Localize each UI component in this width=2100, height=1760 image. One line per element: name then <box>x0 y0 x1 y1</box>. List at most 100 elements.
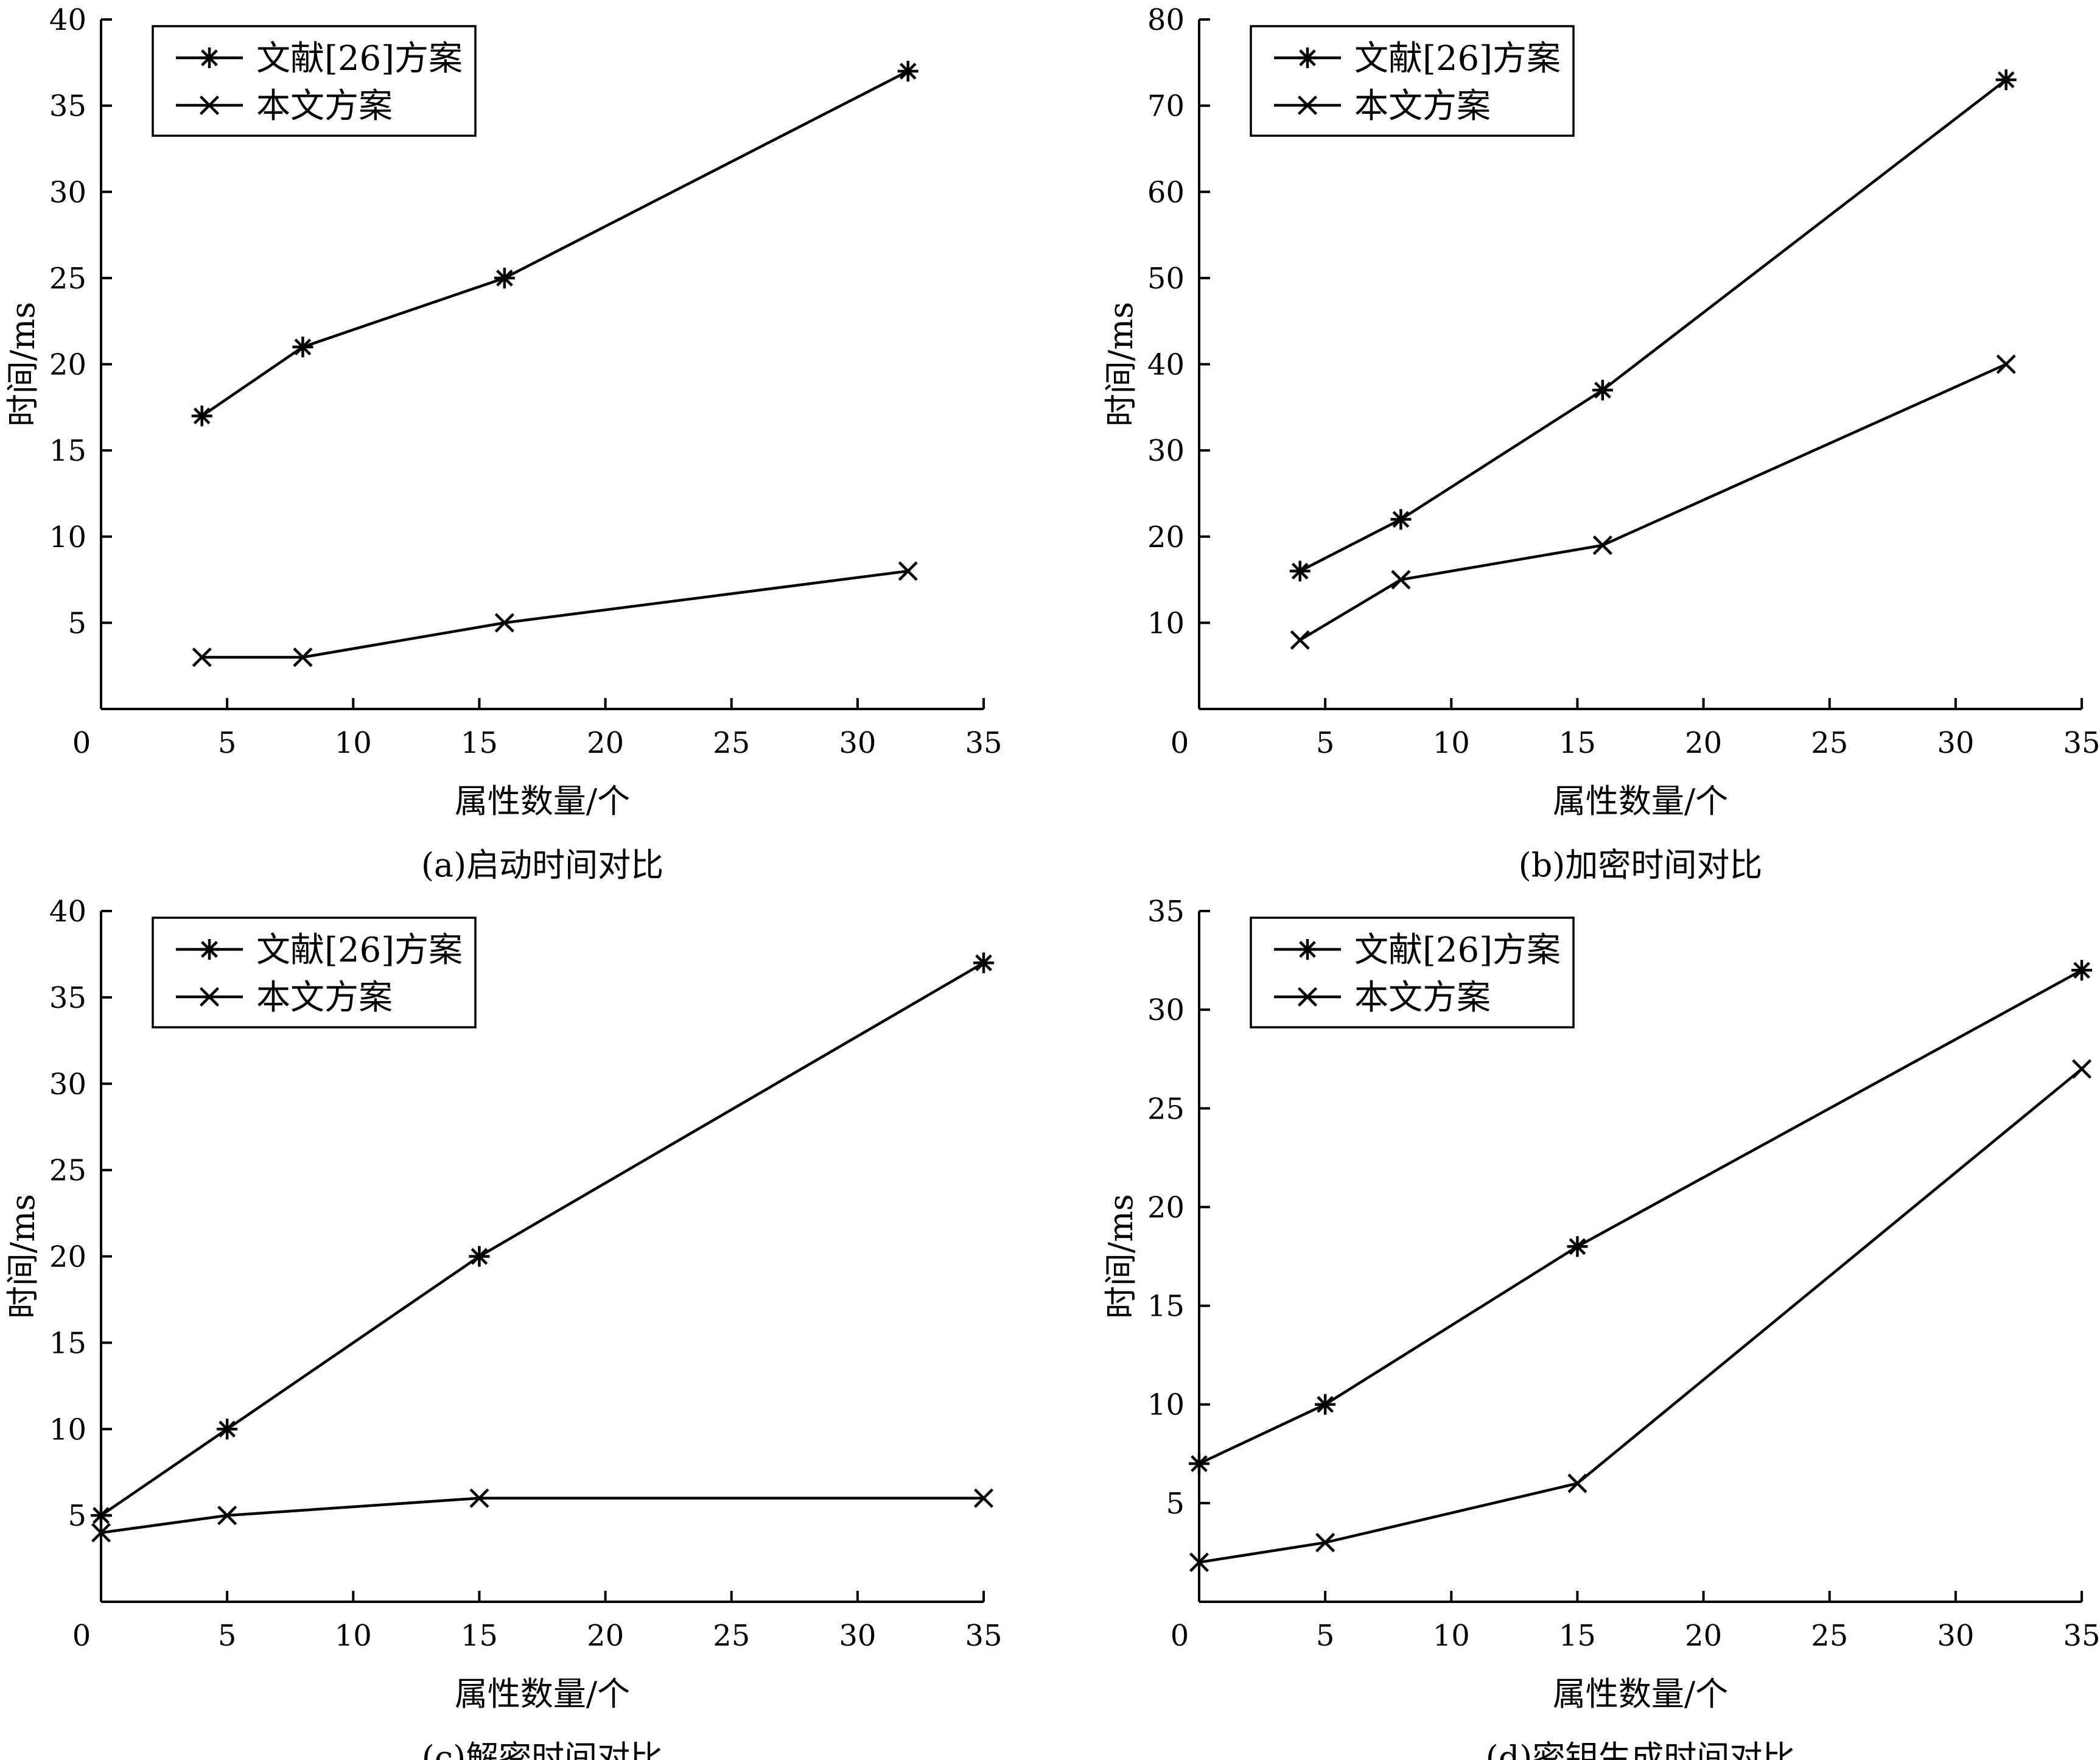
series-line-2 <box>100 1496 984 1534</box>
y-axis-label: 时间/ms <box>4 302 42 427</box>
data-point-2 <box>2071 1059 2092 1079</box>
y-tick-label: 40 <box>49 895 86 929</box>
legend-label-1: 文献[26]方案 <box>1354 39 1561 79</box>
y-tick-label: 35 <box>1147 895 1185 929</box>
y-tick-label: 5 <box>68 606 86 640</box>
y-tick-label: 25 <box>1147 1092 1185 1126</box>
series-line-2 <box>1199 1067 2083 1564</box>
y-tick-label: 5 <box>1166 1487 1185 1521</box>
x-tick-label: 25 <box>713 726 750 760</box>
x-tick-label: 25 <box>713 1619 750 1653</box>
legend-label-2: 本文方案 <box>256 86 393 126</box>
chart-panel-d: 0 5 10 15 20 25 30 35 5 10 15 20 25 30 35 属性数量/个 时间/ms (d… <box>1102 895 2100 1760</box>
y-tick-label: 5 <box>68 1499 86 1533</box>
x-tick-label: 35 <box>2063 1619 2100 1653</box>
x-tick-label: 25 <box>1811 726 1848 760</box>
x-axis-label: 属性数量/个 <box>455 782 630 820</box>
y-tick-label: 15 <box>1147 1290 1185 1324</box>
chart-caption: (d)密钥生成时间对比 <box>1486 1739 1796 1760</box>
data-point-1 <box>1567 1236 1588 1257</box>
data-point-1 <box>469 1246 490 1267</box>
y-tick-label: 60 <box>1147 175 1185 209</box>
x-tick-label: 15 <box>1559 726 1596 760</box>
legend-marker-2 <box>199 95 220 116</box>
legend-marker-2 <box>1297 987 1318 1007</box>
series-line-1 <box>1199 969 2083 1465</box>
legend-marker-1 <box>1297 939 1318 960</box>
x-tick-label: 0 <box>1171 726 1189 760</box>
y-tick-label: 10 <box>49 1413 86 1447</box>
data-point-2 <box>469 1488 489 1508</box>
legend-marker-1 <box>199 939 220 960</box>
legend-label-1: 文献[26]方案 <box>1354 931 1561 970</box>
y-tick-label: 20 <box>1147 520 1185 554</box>
x-tick-label: 35 <box>965 726 1002 760</box>
legend-box <box>1250 25 1575 137</box>
y-tick-label: 10 <box>1147 1388 1185 1422</box>
data-point-1 <box>1315 1394 1336 1415</box>
y-tick-label: 10 <box>1147 606 1185 640</box>
x-tick-label: 20 <box>1685 1619 1722 1653</box>
x-tick-label: 10 <box>335 1619 372 1653</box>
data-point-1 <box>1189 1453 1209 1474</box>
data-point-1 <box>494 267 515 288</box>
x-tick-label: 30 <box>839 1619 876 1653</box>
x-tick-label: 20 <box>1685 726 1722 760</box>
x-tick-label: 0 <box>72 726 91 760</box>
y-tick-label: 10 <box>49 520 86 554</box>
data-point-1 <box>897 60 919 82</box>
x-tick-label: 20 <box>587 726 624 760</box>
data-point-1 <box>973 952 994 974</box>
y-tick-label: 70 <box>1147 89 1185 124</box>
data-point-2 <box>1567 1473 1587 1493</box>
legend-box <box>152 917 477 1028</box>
y-tick-label: 80 <box>1147 3 1185 37</box>
data-point-1 <box>1592 379 1613 400</box>
data-point-1 <box>91 1505 111 1526</box>
y-tick-label: 25 <box>49 1154 86 1188</box>
x-tick-label: 10 <box>1433 1619 1470 1653</box>
y-tick-label: 20 <box>1147 1190 1185 1224</box>
legend-box <box>1250 917 1575 1028</box>
y-tick-label: 15 <box>49 434 86 468</box>
data-point-2 <box>1290 630 1310 650</box>
series-line-2 <box>201 570 909 659</box>
y-tick-label: 30 <box>49 1067 86 1102</box>
y-tick-label: 15 <box>49 1326 86 1360</box>
y-axis-label: 时间/ms <box>4 1194 42 1319</box>
y-tick-label: 20 <box>49 1240 86 1274</box>
x-tick-label: 5 <box>218 1619 237 1653</box>
x-tick-label: 15 <box>461 1619 498 1653</box>
series-line-1 <box>1299 79 2007 573</box>
series-line-2 <box>1299 363 2007 641</box>
chart-panel-b: 0 5 10 15 20 25 30 35 10 20 30 40 50 60 70 80 属性数量/个 时间/m… <box>1102 3 2100 884</box>
legend-label-1: 文献[26]方案 <box>256 931 463 970</box>
data-point-2 <box>898 561 918 581</box>
y-tick-label: 40 <box>49 3 86 37</box>
y-tick-label: 25 <box>49 262 86 296</box>
data-point-2 <box>91 1523 111 1543</box>
x-tick-label: 15 <box>461 726 498 760</box>
data-point-2 <box>1391 570 1411 590</box>
x-tick-label: 15 <box>1559 1619 1596 1653</box>
x-axis-label: 属性数量/个 <box>1553 782 1728 820</box>
data-point-2 <box>494 613 514 633</box>
y-axis-label: 时间/ms <box>1102 1194 1140 1319</box>
series-line-1 <box>201 69 909 417</box>
data-point-2 <box>1315 1532 1335 1552</box>
data-point-2 <box>973 1488 994 1508</box>
data-point-1 <box>1289 560 1311 582</box>
y-tick-label: 40 <box>1147 348 1185 382</box>
y-tick-label: 35 <box>49 89 86 124</box>
y-tick-label: 35 <box>49 981 86 1015</box>
data-point-2 <box>217 1506 237 1526</box>
data-point-1 <box>292 337 313 358</box>
data-point-1 <box>1995 69 2017 91</box>
chart-panel-a: 0 5 10 15 20 25 30 35 5 10 15 20 25 30 35 40 属性数量/个 时间/ms… <box>4 3 1003 884</box>
x-tick-label: 5 <box>218 726 237 760</box>
y-axis-label: 时间/ms <box>1102 302 1140 427</box>
x-tick-label: 10 <box>335 726 372 760</box>
